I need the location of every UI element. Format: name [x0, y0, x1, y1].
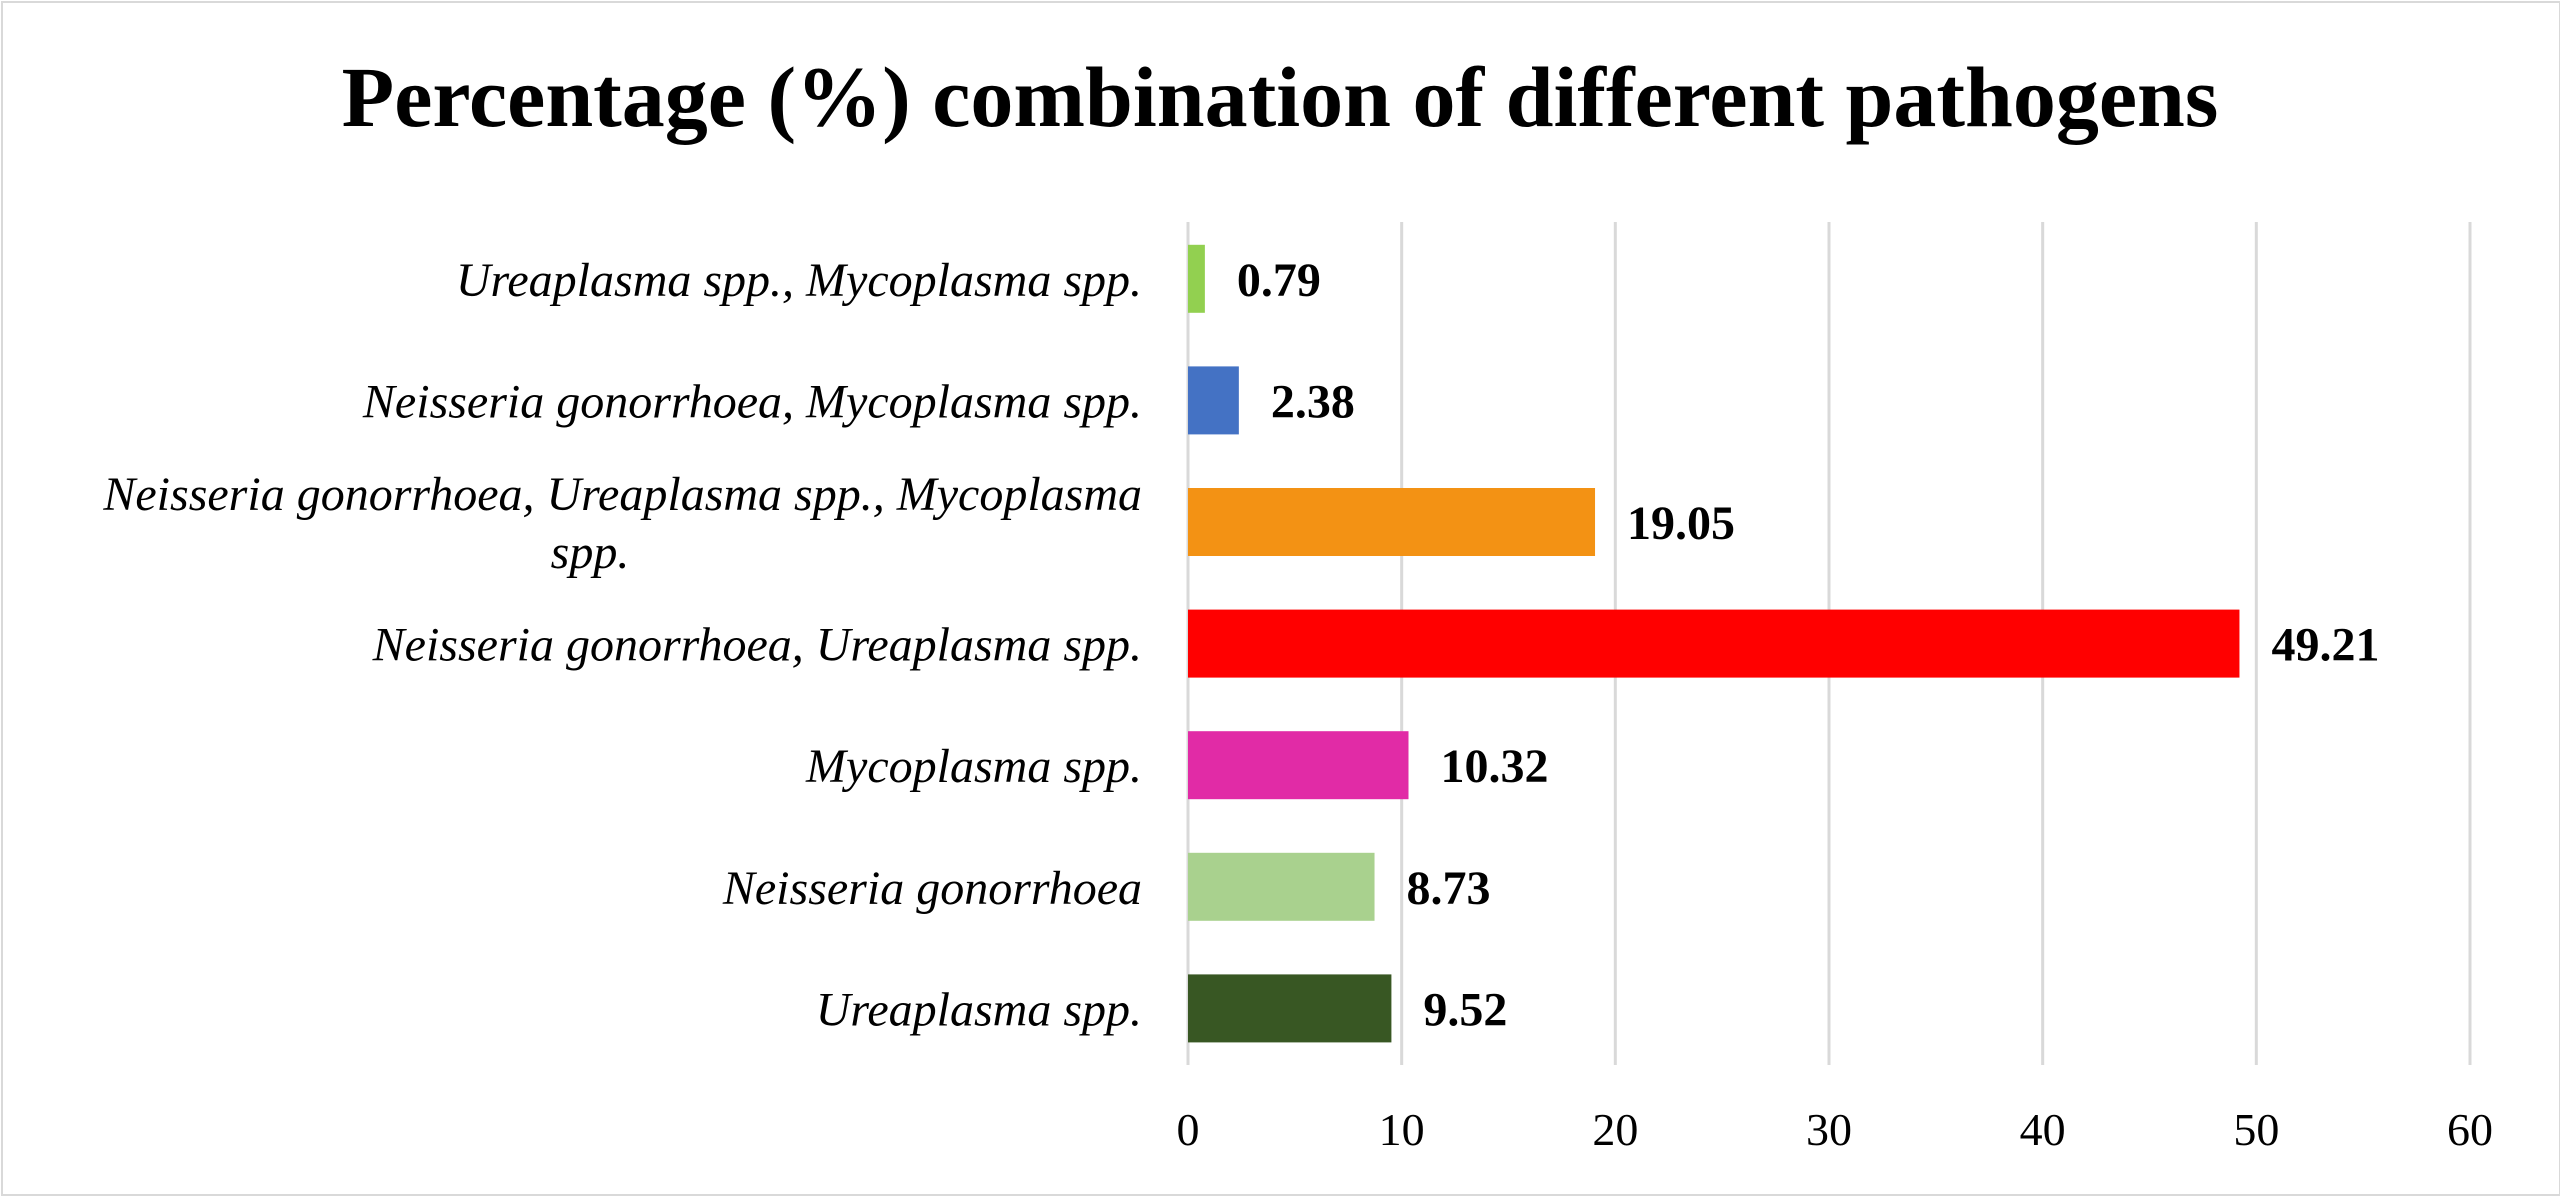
data-label: 0.79 — [1237, 254, 1321, 307]
category-label-line: spp. — [551, 526, 630, 579]
category-label-line: Ureaplasma spp., Mycoplasma spp. — [456, 254, 1142, 307]
category-label: Ureaplasma spp., Mycoplasma spp. — [456, 254, 1142, 307]
x-tick-label: 40 — [2020, 1104, 2066, 1155]
x-tick-label: 20 — [1592, 1104, 1638, 1155]
x-tick-label: 30 — [1806, 1104, 1852, 1155]
x-tick-label: 0 — [1177, 1104, 1200, 1155]
bar — [1188, 731, 1409, 800]
data-label: 8.73 — [1407, 862, 1491, 915]
data-label: 10.32 — [1441, 740, 1549, 793]
x-tick-label: 10 — [1379, 1104, 1425, 1155]
category-label-line: Neisseria gonorrhoea, Ureaplasma spp. — [372, 619, 1142, 672]
bar — [1188, 852, 1375, 921]
data-label: 2.38 — [1271, 375, 1355, 428]
category-label-line: Ureaplasma spp. — [816, 983, 1142, 1036]
bar — [1188, 244, 1205, 313]
data-label: 9.52 — [1423, 983, 1507, 1036]
category-label: Neisseria gonorrhoea — [722, 862, 1142, 915]
bar — [1188, 366, 1239, 435]
x-tick-label: 60 — [2447, 1104, 2493, 1155]
data-label: 49.21 — [2271, 619, 2379, 672]
bar — [1188, 609, 2240, 678]
bar — [1188, 974, 1392, 1043]
data-labels: 0.79 2.38 19.05 49.21 10.32 8.73 9.52 — [1237, 254, 2380, 1037]
category-label-line: Neisseria gonorrhoea — [722, 862, 1142, 915]
x-axis-tick-labels: 0 10 20 30 40 50 60 — [1177, 1104, 2494, 1155]
category-labels: Ureaplasma spp., Mycoplasma spp. Neisseri… — [102, 254, 1142, 1037]
bar — [1188, 488, 1596, 556]
category-label-line: Neisseria gonorrhoea, Mycoplasma spp. — [362, 375, 1142, 428]
category-label: Neisseria gonorrhoea, Ureaplasma spp. — [372, 619, 1142, 672]
x-tick-label: 50 — [2233, 1104, 2279, 1155]
data-label: 19.05 — [1627, 497, 1735, 550]
category-label: Mycoplasma spp. — [805, 740, 1142, 793]
category-label: Neisseria gonorrhoea, Mycoplasma spp. — [362, 375, 1142, 428]
category-label-line: Neisseria gonorrhoea, Ureaplasma spp., M… — [102, 468, 1142, 521]
bars — [1188, 244, 2240, 1043]
category-label-line: Mycoplasma spp. — [805, 740, 1142, 793]
category-label: Neisseria gonorrhoea, Ureaplasma spp., M… — [102, 468, 1142, 579]
chart-title: Percentage (%) combination of different … — [341, 49, 2219, 145]
category-label: Ureaplasma spp. — [816, 983, 1142, 1036]
